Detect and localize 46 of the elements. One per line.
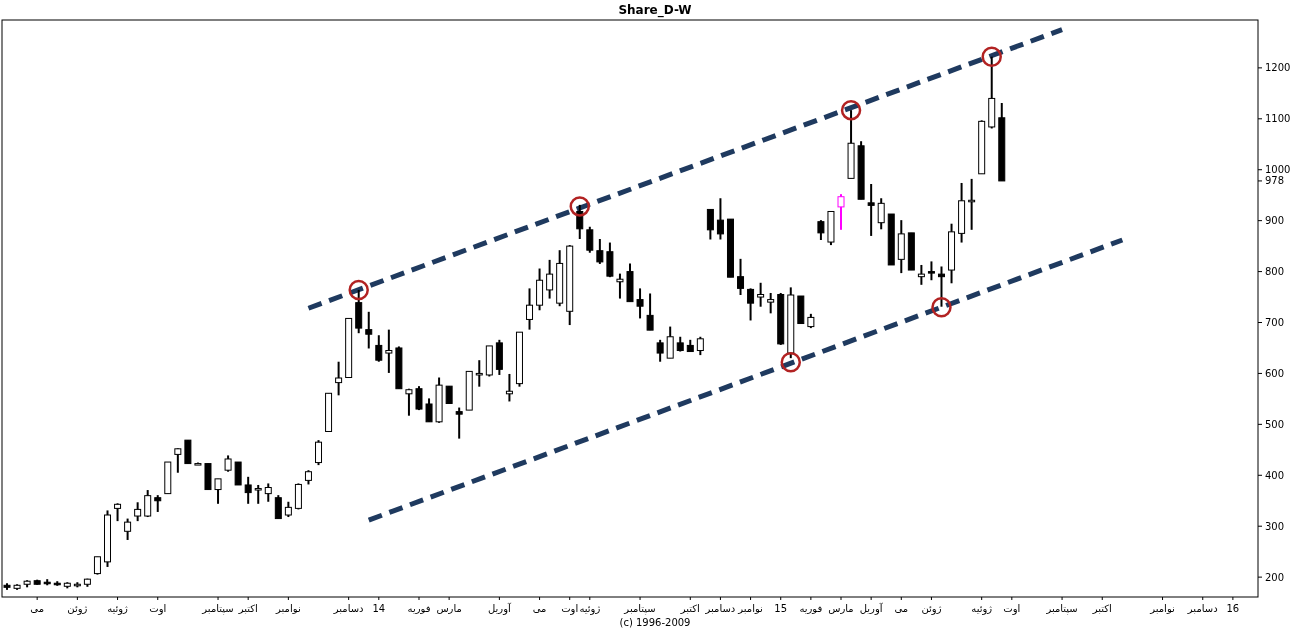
xtick: می — [894, 603, 909, 614]
xtick: مارس — [436, 603, 462, 614]
xtick: 16 — [1226, 603, 1240, 614]
xtick: ژوئن — [921, 603, 942, 614]
xtick: فوریه — [407, 603, 431, 614]
xtick: دسامبر — [333, 603, 364, 614]
xtick: 15 — [774, 603, 788, 614]
xtick: مارس — [828, 603, 854, 614]
xtick: اکتبر — [238, 603, 258, 614]
xtick: اوت — [149, 603, 167, 614]
xtick: نوامبر — [276, 603, 301, 614]
ytick: 600 — [1265, 367, 1285, 379]
ytick: 900 — [1265, 215, 1285, 227]
ytick: 200 — [1265, 571, 1285, 583]
annotation: (c) 1996-2009 — [619, 617, 691, 628]
xtick: می — [532, 603, 547, 614]
ytick: 978 — [1265, 175, 1285, 187]
title: Share_D-W — [618, 3, 692, 17]
xtick: ژوئن — [67, 603, 88, 614]
xtick: سپتامبر — [624, 603, 656, 614]
xtick: نوامبر — [738, 603, 763, 614]
ytick: 300 — [1265, 520, 1285, 532]
xtick: ژوئیه — [579, 603, 601, 614]
xtick: فوریه — [799, 603, 823, 614]
xtick: نوامبر — [1150, 603, 1175, 614]
xtick: دسامبر — [705, 603, 736, 614]
xtick: ژوئیه — [107, 603, 128, 614]
ytick: 700 — [1265, 317, 1285, 328]
xtick: اوت — [561, 603, 579, 614]
xtick: آوریل — [859, 603, 883, 614]
xtick: سپتامبر — [1046, 603, 1078, 614]
ytick: 1100 — [1265, 113, 1291, 125]
xtick: آوریل — [488, 603, 511, 614]
xtick: 14 — [372, 603, 386, 614]
xtick: اکتبر — [1092, 603, 1112, 614]
xtick: اکتبر — [680, 603, 700, 614]
ytick: 1200 — [1265, 62, 1291, 74]
ytick: 800 — [1265, 266, 1285, 278]
ytick: 1000 — [1265, 164, 1291, 176]
xtick: می — [30, 603, 44, 614]
ytick: 500 — [1265, 418, 1285, 430]
xtick: دسامبر — [1187, 603, 1218, 614]
xtick: سپتامبر — [202, 603, 234, 614]
ytick: 400 — [1265, 469, 1285, 481]
xtick: ژوئیه — [971, 603, 993, 614]
xtick: اوت — [1003, 603, 1021, 614]
